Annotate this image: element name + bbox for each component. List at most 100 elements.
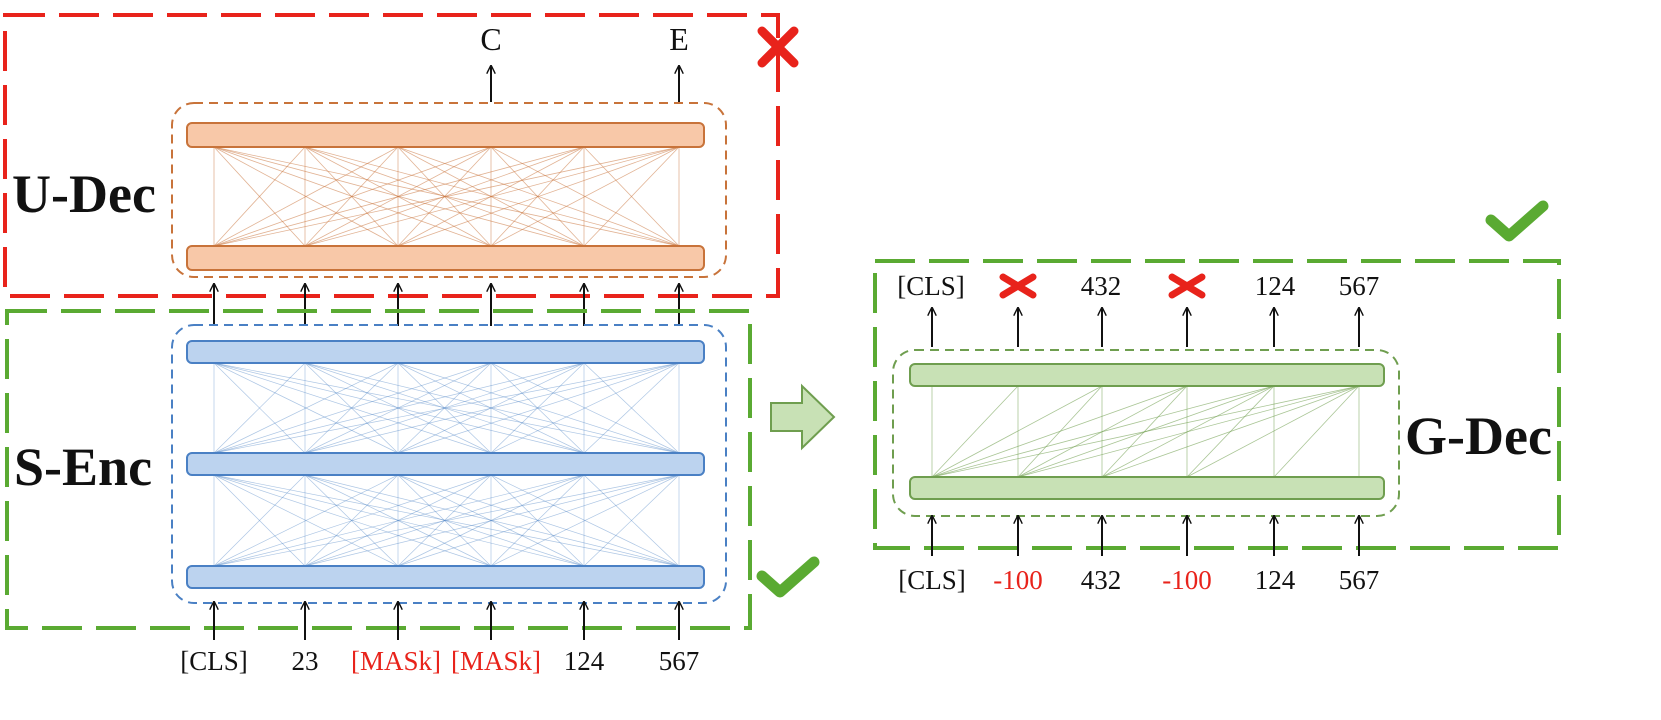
s-enc-attention-line — [490, 474, 585, 567]
s-enc-bottom-layer — [186, 565, 705, 589]
s-enc-attention-line — [304, 362, 585, 454]
u-dec-attention-line — [213, 146, 306, 247]
s-enc-attention-line — [397, 362, 492, 454]
s-enc-attention-line — [397, 474, 585, 567]
u-dec-output-c: C — [480, 21, 501, 57]
s-enc-input-token: 124 — [564, 646, 605, 676]
u-dec-attention-line — [213, 146, 492, 247]
enc-to-dec-arrows — [214, 284, 679, 326]
s-enc-attention-line — [213, 474, 306, 567]
s-enc-attention-line — [490, 362, 585, 454]
s-enc-attention-line — [213, 474, 680, 567]
s-enc-attention-line — [397, 362, 585, 454]
g-dec-attention-line — [931, 385, 1103, 478]
u-dec-group-box — [171, 102, 727, 278]
g-dec-input-token-ignored: -100 — [993, 565, 1043, 595]
s-enc-attention-line — [213, 362, 585, 454]
s-enc-attention-line — [304, 362, 585, 454]
s-enc-attention-line — [213, 362, 492, 454]
g-dec-output-token: [CLS] — [897, 271, 965, 301]
s-enc-attention-line — [397, 362, 680, 454]
s-enc-attention-line — [304, 362, 492, 454]
u-dec-top-layer — [186, 122, 705, 148]
s-enc-attention-line — [304, 474, 585, 567]
s-enc-input-arrows — [214, 602, 679, 640]
u-dec-attention-line — [583, 146, 680, 247]
s-enc-attention-line — [490, 474, 680, 567]
g-dec-top-layer — [909, 363, 1385, 387]
s-enc-attention-line — [397, 474, 680, 567]
cross-icon — [1168, 273, 1206, 299]
s-enc-attention-line — [213, 362, 680, 454]
s-enc-attention-line — [213, 362, 585, 454]
s-enc-attention-line — [304, 474, 680, 567]
s-enc-attention-line — [490, 362, 680, 454]
s-enc-input-token: 567 — [659, 646, 700, 676]
g-dec-input-token-ignored: -100 — [1162, 565, 1212, 595]
s-enc-attention-line — [397, 474, 585, 567]
g-dec-attention-line — [1017, 385, 1360, 478]
s-enc-input-token: 23 — [292, 646, 319, 676]
s-enc-attention-line — [490, 362, 585, 454]
s-enc-attention-line — [397, 362, 680, 454]
s-enc-attention-line — [304, 474, 492, 567]
s-enc-attention-line — [490, 362, 680, 454]
g-dec-input-token: 432 — [1081, 565, 1122, 595]
u-dec-attention-line — [213, 146, 399, 247]
g-dec-attention-line — [931, 385, 1360, 478]
s-enc-attention-line — [304, 474, 585, 567]
g-dec-attention-line — [931, 385, 1019, 478]
s-enc-attention-line — [213, 474, 492, 567]
u-dec-region — [3, 13, 780, 298]
s-enc-attention-line — [304, 362, 399, 454]
s-enc-attention-line — [583, 362, 680, 454]
cross-icon — [757, 26, 799, 68]
s-enc-attention-line — [490, 474, 585, 567]
u-dec-attention-line — [304, 146, 680, 247]
g-dec-attention-line — [931, 385, 1188, 478]
g-dec-input-token: [CLS] — [898, 565, 966, 595]
s-enc-attention-line — [213, 474, 680, 567]
g-dec-attention-line — [931, 385, 1275, 478]
cross-icon — [999, 273, 1037, 299]
s-enc-attention-line — [304, 362, 680, 454]
s-enc-attention-line — [397, 474, 492, 567]
check-icon — [756, 556, 820, 598]
s-enc-attention-line — [213, 474, 399, 567]
g-dec-output-arrows — [932, 308, 1359, 347]
s-enc-attention-line — [213, 362, 306, 454]
s-enc-attention-line — [397, 474, 680, 567]
g-dec-input-token: 124 — [1255, 565, 1296, 595]
g-dec-attention-line — [1101, 385, 1360, 478]
g-dec-label: G-Dec — [1405, 406, 1552, 466]
g-dec-output-token: 432 — [1081, 271, 1122, 301]
g-dec-output-token: 124 — [1255, 271, 1296, 301]
g-dec-group-box — [892, 349, 1400, 517]
u-dec-attention-line — [397, 146, 680, 247]
s-enc-attention-line — [397, 362, 585, 454]
u-dec-attention-line — [213, 146, 680, 247]
s-enc-attention-line — [213, 474, 585, 567]
s-enc-attention-lines — [213, 362, 680, 567]
u-dec-label: U-Dec — [12, 164, 156, 224]
s-enc-attention-line — [490, 474, 680, 567]
g-dec-attention-line — [1186, 385, 1360, 478]
g-dec-attention-line — [1273, 385, 1360, 478]
s-enc-attention-line — [304, 362, 399, 454]
g-dec-causal-attention-lines — [931, 385, 1360, 478]
s-enc-label: S-Enc — [14, 437, 152, 497]
s-enc-attention-line — [583, 474, 680, 567]
u-dec-attention-line — [490, 146, 680, 247]
g-dec-bottom-layer — [909, 476, 1385, 500]
s-enc-attention-line — [397, 474, 492, 567]
s-enc-attention-line — [583, 474, 680, 567]
s-enc-attention-line — [213, 474, 399, 567]
s-enc-attention-line — [583, 362, 680, 454]
s-enc-attention-line — [213, 474, 585, 567]
s-enc-attention-line — [304, 474, 399, 567]
u-dec-attention-line — [304, 146, 585, 247]
s-enc-middle-layer — [186, 452, 705, 476]
s-enc-attention-line — [213, 362, 399, 454]
g-dec-output-token: 567 — [1339, 271, 1380, 301]
